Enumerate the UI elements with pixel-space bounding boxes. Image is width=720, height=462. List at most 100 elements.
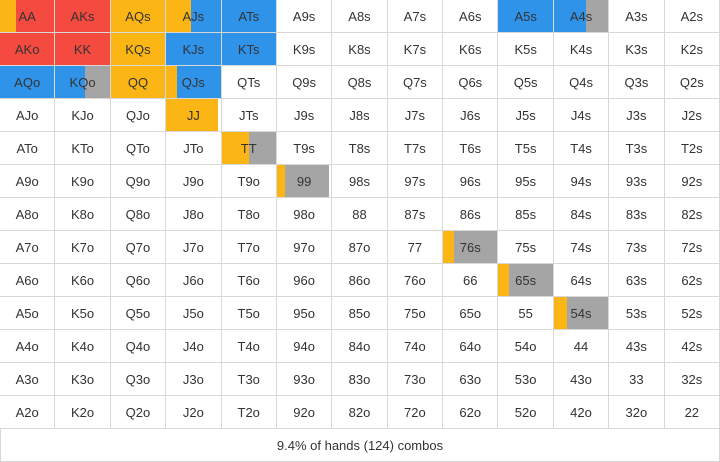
hand-cell[interactable]: J9s (276, 99, 333, 132)
hand-cell[interactable]: 52s (664, 297, 720, 330)
hand-cell[interactable]: T7s (387, 132, 444, 165)
hand-cell[interactable]: 75s (498, 231, 554, 264)
hand-cell[interactable]: J3s (609, 99, 665, 132)
hand-cell[interactable]: 54s (553, 297, 610, 330)
hand-cell[interactable]: 82s (664, 198, 720, 231)
hand-cell[interactable]: A8s (332, 0, 388, 33)
hand-cell[interactable]: A9s (276, 0, 333, 33)
hand-cell[interactable]: 63s (609, 264, 665, 297)
hand-cell[interactable]: A5o (0, 297, 56, 330)
hand-cell[interactable]: 32s (664, 363, 720, 396)
hand-cell[interactable]: A4o (0, 330, 56, 363)
hand-cell[interactable]: Q3s (609, 66, 665, 99)
hand-cell[interactable]: T9s (276, 132, 333, 165)
hand-cell[interactable]: K5s (498, 33, 554, 66)
hand-cell[interactable]: Q2s (664, 66, 720, 99)
hand-cell[interactable]: 97s (387, 165, 444, 198)
hand-cell[interactable]: T4s (553, 132, 610, 165)
hand-cell[interactable]: 85o (332, 297, 388, 330)
hand-cell[interactable]: Q5s (498, 66, 554, 99)
hand-cell[interactable]: 44 (553, 330, 610, 363)
hand-cell[interactable]: 33 (609, 363, 665, 396)
hand-cell[interactable]: K6s (443, 33, 499, 66)
hand-cell[interactable]: J9o (166, 165, 222, 198)
hand-cell[interactable]: 73o (387, 363, 444, 396)
hand-cell[interactable]: 73s (609, 231, 665, 264)
hand-cell[interactable]: 22 (664, 396, 720, 429)
hand-cell[interactable]: A7s (387, 0, 444, 33)
hand-cell[interactable]: Q4o (110, 330, 167, 363)
hand-cell[interactable]: T7o (221, 231, 277, 264)
hand-cell[interactable]: AJs (166, 0, 222, 33)
hand-cell[interactable]: T3s (609, 132, 665, 165)
hand-cell[interactable]: 52o (498, 396, 554, 429)
hand-cell[interactable]: K3s (609, 33, 665, 66)
hand-cell[interactable]: J4s (553, 99, 610, 132)
hand-cell[interactable]: KJo (55, 99, 111, 132)
hand-cell[interactable]: 53o (498, 363, 554, 396)
hand-cell[interactable]: 87o (332, 231, 388, 264)
hand-cell[interactable]: T6o (221, 264, 277, 297)
hand-cell[interactable]: K2s (664, 33, 720, 66)
hand-cell[interactable]: QTo (110, 132, 167, 165)
hand-cell[interactable]: ATs (221, 0, 277, 33)
hand-cell[interactable]: K6o (55, 264, 111, 297)
hand-cell[interactable]: A5s (498, 0, 554, 33)
hand-cell[interactable]: J8o (166, 198, 222, 231)
hand-cell[interactable]: KTo (55, 132, 111, 165)
hand-cell[interactable]: Q7o (110, 231, 167, 264)
hand-cell[interactable]: T8s (332, 132, 388, 165)
hand-cell[interactable]: 72o (387, 396, 444, 429)
hand-cell[interactable]: K7o (55, 231, 111, 264)
hand-cell[interactable]: 83o (332, 363, 388, 396)
hand-cell[interactable]: KQo (55, 66, 111, 99)
hand-cell[interactable]: T4o (221, 330, 277, 363)
hand-cell[interactable]: KJs (166, 33, 222, 66)
hand-cell[interactable]: Q4s (553, 66, 610, 99)
hand-cell[interactable]: K7s (387, 33, 444, 66)
hand-cell[interactable]: Q8s (332, 66, 388, 99)
hand-cell[interactable]: Q7s (387, 66, 444, 99)
hand-cell[interactable]: A9o (0, 165, 56, 198)
hand-cell[interactable]: A4s (553, 0, 610, 33)
hand-cell[interactable]: T2s (664, 132, 720, 165)
hand-cell[interactable]: T8o (221, 198, 277, 231)
hand-cell[interactable]: J3o (166, 363, 222, 396)
hand-cell[interactable]: T5o (221, 297, 277, 330)
hand-cell[interactable]: T5s (498, 132, 554, 165)
hand-cell[interactable]: 93o (276, 363, 333, 396)
hand-cell[interactable]: 42s (664, 330, 720, 363)
hand-cell[interactable]: A3s (609, 0, 665, 33)
hand-cell[interactable]: 96s (443, 165, 499, 198)
hand-cell[interactable]: 66 (443, 264, 499, 297)
hand-cell[interactable]: 84s (553, 198, 610, 231)
hand-cell[interactable]: QJo (110, 99, 167, 132)
hand-cell[interactable]: K8s (332, 33, 388, 66)
hand-cell[interactable]: JTo (166, 132, 222, 165)
hand-cell[interactable]: K9s (276, 33, 333, 66)
hand-cell[interactable]: A6s (443, 0, 499, 33)
hand-cell[interactable]: J4o (166, 330, 222, 363)
hand-cell[interactable]: 64s (553, 264, 610, 297)
hand-cell[interactable]: A7o (0, 231, 56, 264)
hand-cell[interactable]: Q6s (443, 66, 499, 99)
hand-cell[interactable]: J5o (166, 297, 222, 330)
hand-cell[interactable]: T2o (221, 396, 277, 429)
hand-cell[interactable]: 72s (664, 231, 720, 264)
hand-cell[interactable]: K3o (55, 363, 111, 396)
hand-cell[interactable]: TT (221, 132, 277, 165)
hand-cell[interactable]: 96o (276, 264, 333, 297)
hand-cell[interactable]: J7o (166, 231, 222, 264)
hand-cell[interactable]: K9o (55, 165, 111, 198)
hand-cell[interactable]: 77 (387, 231, 444, 264)
hand-cell[interactable]: 43o (553, 363, 610, 396)
hand-cell[interactable]: J2o (166, 396, 222, 429)
hand-cell[interactable]: T3o (221, 363, 277, 396)
hand-cell[interactable]: K2o (55, 396, 111, 429)
hand-cell[interactable]: 65s (498, 264, 554, 297)
hand-cell[interactable]: A3o (0, 363, 56, 396)
hand-cell[interactable]: 97o (276, 231, 333, 264)
hand-cell[interactable]: 82o (332, 396, 388, 429)
hand-cell[interactable]: AQo (0, 66, 56, 99)
hand-cell[interactable]: QJs (166, 66, 222, 99)
